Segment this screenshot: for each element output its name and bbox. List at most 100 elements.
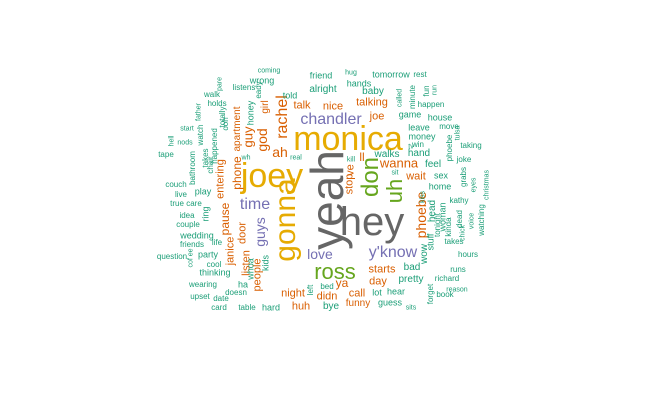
word-hours: hours bbox=[457, 250, 479, 259]
word-god: god bbox=[254, 128, 270, 152]
word-true: true bbox=[170, 199, 184, 208]
word-care: care bbox=[186, 199, 202, 208]
word-ve: ve bbox=[344, 164, 357, 176]
word-didn: didn bbox=[316, 290, 338, 303]
word-date: date bbox=[213, 294, 229, 303]
word-happened: happened bbox=[210, 128, 219, 164]
word-ya: ya bbox=[335, 276, 349, 290]
word-pare: pare bbox=[216, 76, 224, 92]
word-hard: hard bbox=[261, 302, 281, 313]
word-girl: girl bbox=[260, 100, 271, 114]
word-pretty: pretty bbox=[398, 274, 424, 285]
word-wanna: wanna bbox=[379, 155, 419, 171]
word-pause: pause bbox=[218, 202, 232, 236]
word-monica: monica bbox=[293, 120, 403, 158]
word-tv: tv bbox=[408, 143, 414, 151]
word-tomorrow: tomorrow bbox=[372, 69, 410, 80]
word-kathy: kathy bbox=[449, 196, 469, 205]
word-phoebe-small: phoebe bbox=[445, 134, 454, 162]
word-joey: joey bbox=[240, 157, 304, 195]
word-couple: couple bbox=[176, 220, 200, 229]
word-guy: guy bbox=[240, 126, 256, 148]
word-wh: wh bbox=[241, 154, 251, 162]
word-eady: eady bbox=[254, 81, 263, 99]
word-sits: sits bbox=[405, 304, 417, 312]
word-wearing: wearing bbox=[188, 280, 218, 289]
word-wrong: wrong bbox=[249, 75, 275, 86]
word-wait: wait bbox=[406, 170, 426, 183]
word-fun: fun bbox=[422, 85, 431, 97]
word-question: question bbox=[156, 252, 188, 261]
word-feel: feel bbox=[424, 159, 442, 170]
word-kids: kids bbox=[260, 254, 271, 272]
word-baby: baby bbox=[362, 86, 384, 97]
word-home: home bbox=[428, 181, 452, 192]
word-live: live bbox=[174, 190, 188, 199]
word-walk: walk bbox=[203, 90, 221, 99]
word-door: door bbox=[236, 221, 249, 245]
word-house: house bbox=[427, 112, 453, 123]
word-alright: alright bbox=[309, 84, 337, 95]
word-wow: wow bbox=[419, 243, 430, 265]
word-sex: sex bbox=[433, 170, 449, 181]
word-watching: watching bbox=[477, 204, 486, 236]
word-huh: huh bbox=[291, 300, 311, 313]
word-love: love bbox=[307, 246, 333, 262]
word-lot: lot bbox=[372, 287, 382, 298]
word-rest: rest bbox=[413, 70, 427, 79]
word-takes: takes bbox=[201, 148, 210, 168]
word-nice: nice bbox=[322, 100, 344, 113]
word-minute: minute bbox=[408, 84, 417, 110]
word-ha: ha bbox=[237, 279, 249, 290]
word-play: play bbox=[194, 186, 212, 197]
word-hand: hand bbox=[407, 148, 431, 159]
word-forget: forget bbox=[426, 283, 435, 305]
word-funny: funny bbox=[345, 298, 371, 309]
word-coming: coming bbox=[257, 67, 281, 75]
word-happen: happen bbox=[417, 100, 445, 109]
word-kill: kill bbox=[346, 156, 356, 164]
word-ring: ring bbox=[200, 206, 211, 222]
word-voice: voice bbox=[468, 212, 476, 230]
word-father: father bbox=[195, 103, 203, 121]
word-talking: talking bbox=[356, 96, 388, 109]
word-reason: reason bbox=[446, 286, 468, 294]
word-friend: friend bbox=[309, 70, 333, 81]
word-party: party bbox=[197, 249, 219, 260]
word-entering: entering bbox=[214, 159, 227, 199]
word-ross: ross bbox=[314, 259, 356, 284]
word-day: day bbox=[369, 275, 387, 288]
word-guys: guys bbox=[252, 217, 268, 247]
word-kiss: kiss bbox=[419, 190, 427, 204]
word-upset: upset bbox=[190, 292, 210, 301]
word-game: game bbox=[398, 109, 422, 120]
word-tape: tape bbox=[158, 150, 174, 159]
word-hands: hands bbox=[346, 78, 372, 89]
word-hug: hug bbox=[345, 69, 357, 77]
word-call: call bbox=[348, 287, 366, 300]
word-stop: stop bbox=[343, 173, 356, 195]
word-joke: joke bbox=[456, 155, 472, 164]
word-taking: taking bbox=[460, 141, 482, 150]
word-night: night bbox=[281, 287, 305, 300]
word-run: run bbox=[431, 84, 439, 96]
word-starts: starts bbox=[368, 263, 396, 276]
word-tonight: tonight bbox=[433, 212, 442, 238]
word-kinda: kinda bbox=[444, 217, 453, 237]
word-wedding: wedding bbox=[180, 230, 214, 241]
word-bathroom: bathroom bbox=[188, 151, 197, 185]
word-leave: leave bbox=[408, 122, 430, 133]
word-listens: listens bbox=[232, 83, 256, 92]
word-walks: walks bbox=[374, 149, 400, 160]
word-gonna: gonna bbox=[269, 178, 302, 262]
word-sit: sit bbox=[391, 169, 399, 177]
word-apartment: apartment bbox=[232, 106, 243, 152]
word-doesn: doesn bbox=[225, 288, 247, 297]
word-nods: nods bbox=[177, 139, 193, 147]
word-tulsa: tulsa bbox=[454, 125, 462, 141]
word-richard: richard bbox=[434, 274, 460, 283]
word-takes-2: takes bbox=[444, 237, 464, 246]
word-bad: bad bbox=[403, 262, 421, 273]
word-life: life bbox=[211, 238, 223, 247]
